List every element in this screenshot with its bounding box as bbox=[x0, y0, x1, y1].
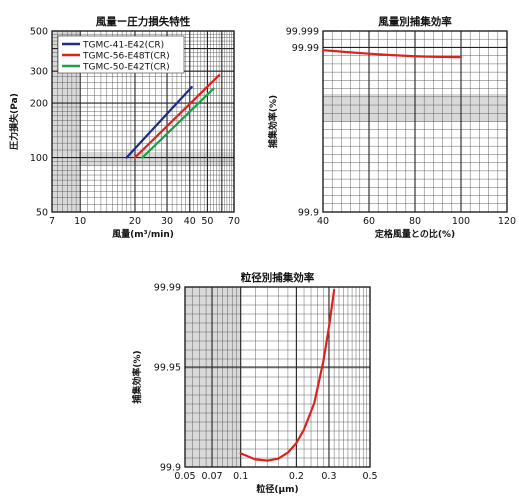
shaded-band bbox=[52, 152, 234, 166]
x-tick-label: 10 bbox=[74, 216, 86, 227]
y-tick-label: 500 bbox=[30, 27, 48, 38]
x-tick-label: 0.3 bbox=[321, 471, 336, 482]
series-line-1 bbox=[125, 85, 193, 159]
chart-title: 風量ー圧力損失特性 bbox=[96, 15, 191, 28]
chart-efficiency-by-particle: 0.05 0.07 0.1 0.2 0.3 0.5 99.9 99.95 99.99 粒径別捕集効… bbox=[131, 271, 378, 495]
series-line-2 bbox=[133, 74, 221, 159]
x-tick-label: 70 bbox=[228, 216, 240, 227]
chart-pressure-loss: 7 10 20 30 40 50 70 50 100 200 300 500 風量ー圧力損失特性風量(m… bbox=[8, 15, 240, 240]
chart-title: 粒径別捕集効率 bbox=[241, 271, 315, 284]
y-axis-label: 圧力損失(Pa) bbox=[8, 93, 20, 150]
chart-efficiency-by-airflow: 40 60 80 100 120 99.9 99.99 99.999 風量別捕集効率定格風量との… bbox=[267, 15, 516, 240]
y-tick-label: 50 bbox=[36, 208, 48, 219]
x-tick-label: 60 bbox=[363, 216, 375, 227]
plot-frame bbox=[322, 30, 508, 213]
legend-entry: TGMC-56-E48T(CR) bbox=[82, 52, 170, 62]
x-tick-label: 40 bbox=[184, 216, 196, 227]
x-tick-label: 0.07 bbox=[201, 471, 222, 482]
y-tick-label: 200 bbox=[30, 99, 48, 110]
series-line-1 bbox=[321, 49, 463, 59]
x-axis-label: 粒径(μm) bbox=[256, 483, 298, 495]
plot-frame bbox=[51, 30, 235, 213]
x-tick-label: 0.2 bbox=[289, 471, 304, 482]
x-tick-label: 80 bbox=[409, 216, 421, 227]
legend: TGMC-41-E42(CR)TGMC-56-E48T(CR)TGMC-50-E… bbox=[57, 35, 185, 74]
y-axis-label: 捕集効率(%) bbox=[267, 95, 279, 148]
y-tick-label: 99.9 bbox=[160, 463, 181, 474]
series-line-1 bbox=[239, 288, 336, 462]
x-tick-label: 30 bbox=[161, 216, 173, 227]
chart-title: 風量別捕集効率 bbox=[378, 15, 452, 28]
x-tick-label: 40 bbox=[317, 216, 329, 227]
y-tick-label: 99.999 bbox=[286, 27, 319, 38]
y-tick-label: 99.9 bbox=[298, 208, 319, 219]
x-tick-label: 0.1 bbox=[233, 471, 248, 482]
x-tick-label: 100 bbox=[452, 216, 470, 227]
x-axis-label: 定格風量との比(%) bbox=[374, 228, 455, 240]
x-axis-label: 風量(m³/min) bbox=[112, 228, 174, 240]
y-tick-label: 99.99 bbox=[292, 43, 319, 54]
x-tick-label: 0.5 bbox=[362, 471, 377, 482]
y-tick-label: 300 bbox=[30, 67, 48, 78]
y-tick-label: 99.95 bbox=[154, 363, 181, 374]
plot-frame bbox=[184, 286, 371, 468]
x-tick-label: 50 bbox=[201, 216, 213, 227]
legend-entry: TGMC-41-E42(CR) bbox=[82, 41, 164, 51]
x-tick-label: 20 bbox=[129, 216, 141, 227]
x-tick-label: 120 bbox=[498, 216, 516, 227]
y-tick-label: 99.99 bbox=[154, 283, 181, 294]
x-tick-label: 7 bbox=[49, 216, 55, 227]
y-tick-label: 100 bbox=[30, 153, 48, 164]
series-line-3 bbox=[141, 87, 215, 159]
legend-entry: TGMC-50-E42T(CR) bbox=[82, 63, 170, 73]
y-axis-label: 捕集効率(%) bbox=[131, 350, 143, 403]
x-tick-label: 0.05 bbox=[174, 471, 195, 482]
